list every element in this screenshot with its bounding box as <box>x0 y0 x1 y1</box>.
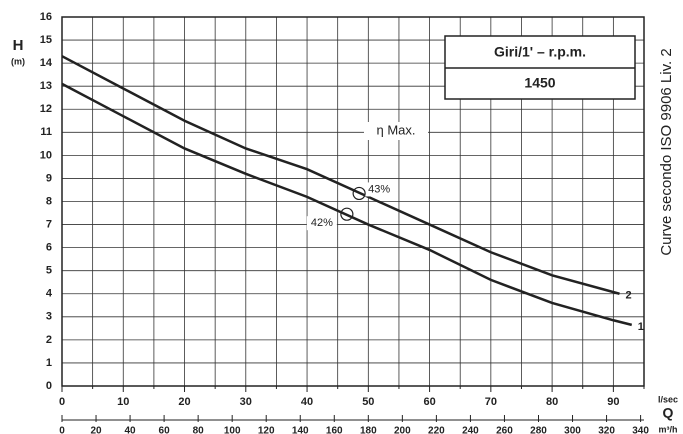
x2-tick-label: 40 <box>125 426 137 434</box>
series-line <box>61 55 620 295</box>
x2-tick-label: 140 <box>292 426 309 434</box>
efficiency-point <box>352 186 366 201</box>
x2-tick-label: 180 <box>360 426 377 434</box>
side-note: Curve secondo ISO 9906 Liv. 2 <box>658 48 675 255</box>
x2-tick-label: 100 <box>224 426 241 434</box>
y-tick-label: 10 <box>40 149 52 161</box>
x-tick-label: 20 <box>178 396 190 408</box>
series-label: 2 <box>625 290 631 302</box>
y-tick-label: 8 <box>46 195 52 207</box>
point-label: 43% <box>368 183 390 195</box>
x2-tick-label: 160 <box>326 426 343 434</box>
annotation-bg <box>364 122 428 140</box>
x-axis-label: Q <box>663 405 674 421</box>
x2-tick-label: 240 <box>462 426 479 434</box>
y-tick-label: 14 <box>40 57 53 69</box>
x-tick-label: 90 <box>607 396 619 408</box>
y-tick-label: 15 <box>40 34 52 46</box>
x-tick-label: 70 <box>485 396 497 408</box>
y-tick-label: 4 <box>46 288 53 300</box>
efficiency-point <box>340 207 354 221</box>
point-label-bg <box>306 216 337 231</box>
y-tick-label: 11 <box>40 126 52 138</box>
point-label: 42% <box>311 217 333 229</box>
x2-tick-label: 320 <box>598 426 615 434</box>
y-tick-label: 5 <box>46 265 52 277</box>
y-axis-unit: (m) <box>11 56 25 66</box>
y-tick-label: 9 <box>46 172 52 184</box>
x-tick-label: 0 <box>59 396 65 408</box>
x-tick-label: 80 <box>546 396 558 408</box>
legend-header: Giri/1' – r.p.m. <box>494 44 586 60</box>
x-tick-label: 30 <box>240 396 252 408</box>
y-tick-label: 7 <box>46 218 52 230</box>
y-tick-label: 16 <box>40 11 52 23</box>
x-axis-unit: l/sec <box>658 394 678 404</box>
series-line <box>61 82 633 327</box>
y-tick-label: 3 <box>46 311 52 323</box>
x-tick-label: 50 <box>362 396 374 408</box>
x2-tick-label: 80 <box>193 426 205 434</box>
legend-value: 1450 <box>524 75 555 91</box>
x2-tick-label: 340 <box>632 426 649 434</box>
x2-tick-label: 20 <box>90 426 102 434</box>
y-tick-label: 13 <box>40 80 52 92</box>
x2-tick-label: 300 <box>564 426 581 434</box>
x2-tick-label: 280 <box>530 426 547 434</box>
annotation: η Max. <box>376 122 415 137</box>
y-tick-label: 12 <box>40 103 52 115</box>
x-tick-label: 10 <box>117 396 129 408</box>
x2-tick-label: 220 <box>428 426 445 434</box>
x2-tick-label: 200 <box>394 426 411 434</box>
x2-axis-unit: m³/h <box>659 424 678 434</box>
y-tick-label: 1 <box>46 357 52 369</box>
plot-frame <box>61 16 645 387</box>
y-tick-label: 6 <box>46 242 52 254</box>
y-axis-label: H <box>13 37 24 54</box>
y-tick-label: 0 <box>46 380 52 392</box>
y-tick-label: 2 <box>46 334 52 346</box>
x2-tick-label: 260 <box>496 426 513 434</box>
series-label: 1 <box>638 321 644 333</box>
x2-tick-label: 0 <box>59 426 65 434</box>
x2-tick-label: 120 <box>258 426 275 434</box>
x-tick-label: 40 <box>301 396 313 408</box>
point-label-bg <box>365 182 396 197</box>
x-tick-label: 60 <box>423 396 435 408</box>
x2-tick-label: 60 <box>159 426 171 434</box>
